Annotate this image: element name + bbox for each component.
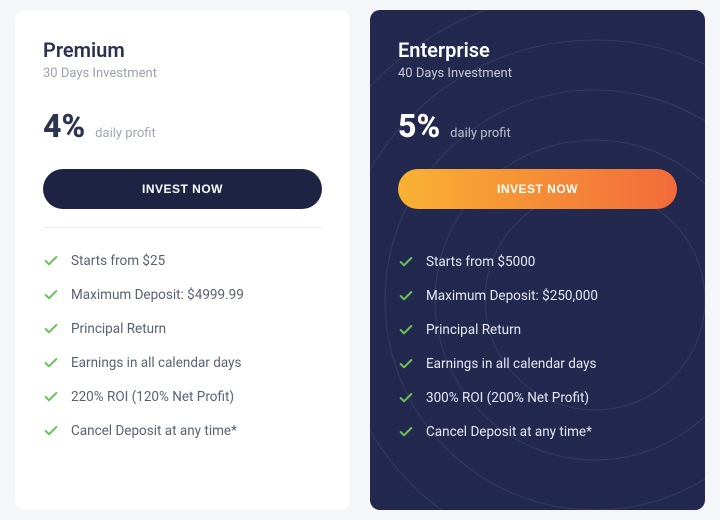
feature-item: Cancel Deposit at any time*: [43, 414, 322, 448]
check-icon: [398, 322, 414, 338]
invest-button[interactable]: INVEST NOW: [398, 169, 677, 209]
feature-item: Principal Return: [43, 312, 322, 346]
rate-label: daily profit: [450, 126, 511, 141]
rate-label: daily profit: [95, 126, 156, 141]
check-icon: [398, 254, 414, 270]
check-icon: [43, 423, 59, 439]
feature-text: Maximum Deposit: $250,000: [426, 288, 598, 304]
feature-text: 220% ROI (120% Net Profit): [71, 389, 234, 405]
check-icon: [43, 355, 59, 371]
feature-item: Starts from $25: [43, 244, 322, 278]
feature-text: Cancel Deposit at any time*: [426, 424, 592, 440]
divider: [43, 227, 322, 228]
plan-subtitle: 40 Days Investment: [398, 66, 677, 81]
check-icon: [43, 321, 59, 337]
pricing-card-enterprise: Enterprise 40 Days Investment 5% daily p…: [370, 10, 705, 510]
feature-text: Cancel Deposit at any time*: [71, 423, 237, 439]
feature-text: Starts from $5000: [426, 254, 535, 270]
feature-item: Cancel Deposit at any time*: [398, 415, 677, 449]
feature-text: Earnings in all calendar days: [71, 355, 241, 371]
feature-text: Maximum Deposit: $4999.99: [71, 287, 244, 303]
check-icon: [398, 356, 414, 372]
check-icon: [398, 288, 414, 304]
rate-value: 5%: [398, 107, 440, 145]
feature-item: Earnings in all calendar days: [43, 346, 322, 380]
feature-list: Starts from $25 Maximum Deposit: $4999.9…: [43, 244, 322, 448]
feature-item: Earnings in all calendar days: [398, 347, 677, 381]
invest-button[interactable]: INVEST NOW: [43, 169, 322, 209]
rate-row: 5% daily profit: [398, 107, 677, 145]
feature-text: Principal Return: [426, 322, 521, 338]
feature-item: Maximum Deposit: $250,000: [398, 279, 677, 313]
feature-text: 300% ROI (200% Net Profit): [426, 390, 589, 406]
feature-item: 300% ROI (200% Net Profit): [398, 381, 677, 415]
rate-row: 4% daily profit: [43, 107, 322, 145]
spacer: [398, 227, 677, 245]
plan-subtitle: 30 Days Investment: [43, 66, 322, 81]
check-icon: [43, 389, 59, 405]
feature-item: Maximum Deposit: $4999.99: [43, 278, 322, 312]
plan-title: Premium: [43, 38, 322, 62]
feature-item: 220% ROI (120% Net Profit): [43, 380, 322, 414]
pricing-card-premium: Premium 30 Days Investment 4% daily prof…: [15, 10, 350, 510]
check-icon: [43, 253, 59, 269]
check-icon: [43, 287, 59, 303]
feature-item: Starts from $5000: [398, 245, 677, 279]
feature-text: Principal Return: [71, 321, 166, 337]
feature-item: Principal Return: [398, 313, 677, 347]
feature-text: Starts from $25: [71, 253, 165, 269]
feature-list: Starts from $5000 Maximum Deposit: $250,…: [398, 245, 677, 449]
check-icon: [398, 390, 414, 406]
check-icon: [398, 424, 414, 440]
feature-text: Earnings in all calendar days: [426, 356, 596, 372]
rate-value: 4%: [43, 107, 85, 145]
plan-title: Enterprise: [398, 38, 677, 62]
